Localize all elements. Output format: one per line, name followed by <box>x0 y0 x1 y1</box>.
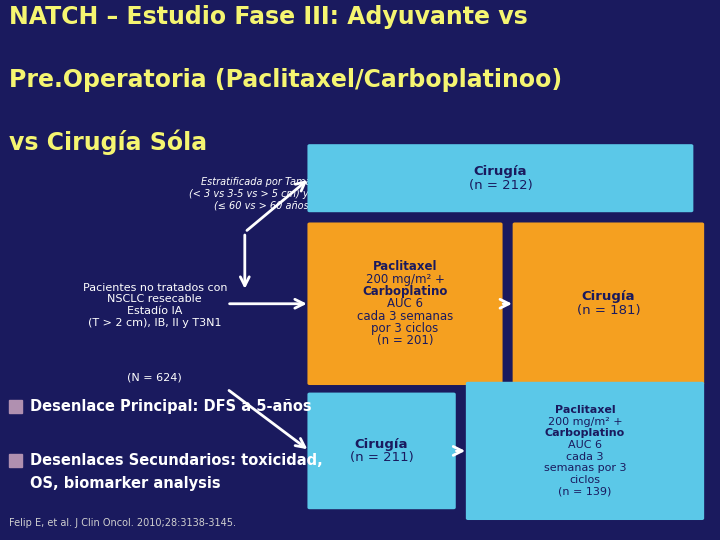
Text: vs Cirugía Sóla: vs Cirugía Sóla <box>9 130 207 155</box>
Text: 200 mg/m² +: 200 mg/m² + <box>548 417 622 427</box>
Text: Cirugía: Cirugía <box>474 165 527 178</box>
Text: Pacientes no tratados con
NSCLC resecable
Estadío IA
(T > 2 cm), IB, II y T3N1: Pacientes no tratados con NSCLC resecabl… <box>83 283 227 327</box>
Text: AUC 6: AUC 6 <box>568 440 602 450</box>
Text: Cirugía: Cirugía <box>582 291 635 303</box>
Text: (n = 211): (n = 211) <box>350 451 413 464</box>
FancyBboxPatch shape <box>466 382 704 520</box>
Text: Carboplatino: Carboplatino <box>362 285 448 298</box>
Text: (N = 624): (N = 624) <box>127 373 182 383</box>
Text: Desenlace Principal: DFS a 5-años: Desenlace Principal: DFS a 5-años <box>30 399 312 414</box>
Text: OS, biomarker analysis: OS, biomarker analysis <box>30 476 221 491</box>
Bar <box>9 454 22 467</box>
Text: (n = 201): (n = 201) <box>377 334 433 347</box>
Text: Felip E, et al. J Clin Oncol. 2010;28:3138-3145.: Felip E, et al. J Clin Oncol. 2010;28:31… <box>9 518 235 528</box>
Text: cada 3 semanas: cada 3 semanas <box>357 309 453 322</box>
Text: AUC 6: AUC 6 <box>387 297 423 310</box>
Text: Desenlaces Secundarios: toxicidad,: Desenlaces Secundarios: toxicidad, <box>30 453 323 468</box>
Text: cada 3: cada 3 <box>566 451 604 462</box>
Text: (n = 139): (n = 139) <box>558 487 612 496</box>
Text: (n = 212): (n = 212) <box>469 179 532 192</box>
Text: Cirugía: Cirugía <box>355 437 408 450</box>
FancyBboxPatch shape <box>513 222 704 385</box>
Text: Paclitaxel: Paclitaxel <box>554 406 616 415</box>
FancyBboxPatch shape <box>307 144 693 212</box>
Text: por 3 ciclos: por 3 ciclos <box>372 322 438 335</box>
Text: (n = 181): (n = 181) <box>577 304 640 317</box>
FancyBboxPatch shape <box>307 222 503 385</box>
Text: Carboplatino: Carboplatino <box>545 429 625 438</box>
Text: NATCH – Estudio Fase III: Adyuvante vs: NATCH – Estudio Fase III: Adyuvante vs <box>9 5 527 29</box>
Text: semanas por 3: semanas por 3 <box>544 463 626 473</box>
Text: Paclitaxel: Paclitaxel <box>373 260 437 273</box>
Text: Estratificada por Tamaño
(< 3 vs 3-5 vs > 5 cm) y edad
(≤ 60 vs > 60 años): Estratificada por Tamaño (< 3 vs 3-5 vs … <box>189 177 336 210</box>
Text: ciclos: ciclos <box>570 475 600 485</box>
FancyBboxPatch shape <box>307 393 456 509</box>
Text: 200 mg/m² +: 200 mg/m² + <box>366 273 444 286</box>
Text: Pre.Operatoria (Paclitaxel/Carboplatinoo): Pre.Operatoria (Paclitaxel/Carboplatinoo… <box>9 68 562 91</box>
Bar <box>9 400 22 413</box>
